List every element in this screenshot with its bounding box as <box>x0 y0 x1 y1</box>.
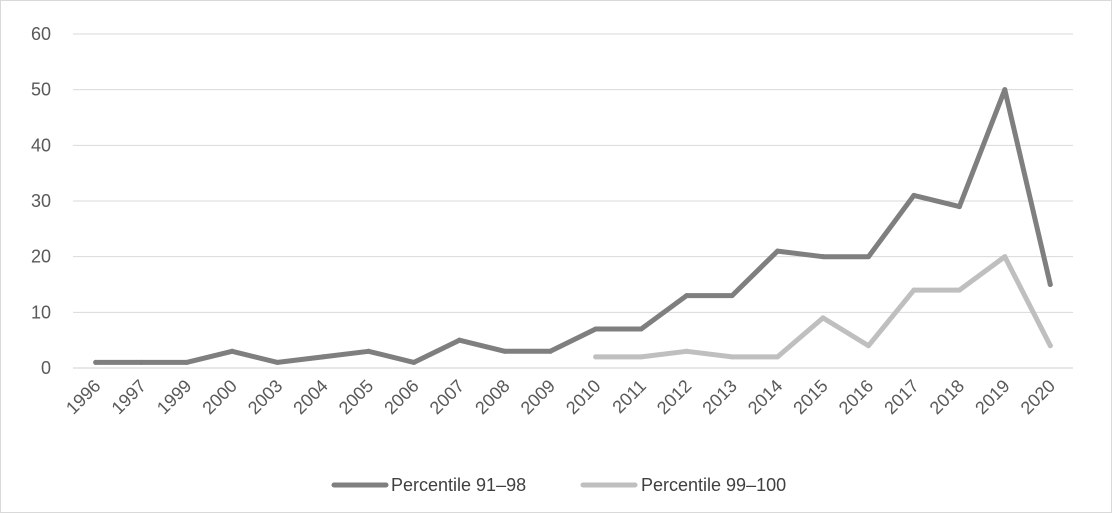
x-tick-label: 2003 <box>244 376 286 418</box>
data-point <box>593 326 599 332</box>
data-point <box>593 354 599 360</box>
x-tick-label: 1996 <box>62 376 104 418</box>
data-point <box>911 287 917 293</box>
data-point <box>956 287 962 293</box>
x-tick-label: 2012 <box>653 376 695 418</box>
series-line-1 <box>93 87 1053 365</box>
x-tick-label: 2014 <box>744 376 786 418</box>
data-point <box>320 354 326 360</box>
data-point <box>729 293 735 299</box>
gridlines <box>73 33 1073 369</box>
data-point <box>229 348 235 354</box>
x-tick-label: 2006 <box>380 376 422 418</box>
x-tick-label: 2011 <box>608 376 650 418</box>
data-point <box>911 192 917 198</box>
x-tick-label: 2007 <box>426 376 468 418</box>
data-point <box>411 359 417 365</box>
x-tick-label: 2013 <box>698 376 740 418</box>
data-point <box>547 348 553 354</box>
x-tick-label: 1997 <box>108 376 150 418</box>
y-tick-label: 60 <box>31 24 51 44</box>
series-line-2 <box>593 254 1053 360</box>
data-point <box>865 254 871 260</box>
y-axis-ticks: 0 10 20 30 40 50 60 <box>31 24 51 378</box>
x-tick-label: 2008 <box>471 376 513 418</box>
data-point <box>456 337 462 343</box>
y-tick-label: 10 <box>31 302 51 322</box>
data-point <box>275 359 281 365</box>
y-tick-label: 50 <box>31 80 51 100</box>
data-point <box>820 254 826 260</box>
legend-label-2: Percentile 99–100 <box>641 475 786 495</box>
x-tick-label: 2000 <box>198 376 240 418</box>
legend: Percentile 91–98 Percentile 99–100 <box>331 475 786 495</box>
x-tick-label: 2019 <box>971 376 1013 418</box>
data-point <box>729 354 735 360</box>
data-point <box>93 359 99 365</box>
x-tick-label: 2018 <box>926 376 968 418</box>
data-point <box>365 348 371 354</box>
data-point <box>820 315 826 321</box>
x-tick-label: 2020 <box>1017 376 1059 418</box>
x-tick-label: 2016 <box>835 376 877 418</box>
x-tick-label: 2015 <box>789 376 831 418</box>
y-tick-label: 20 <box>31 247 51 267</box>
x-tick-label: 2010 <box>562 376 604 418</box>
y-tick-label: 0 <box>41 358 51 378</box>
legend-label-1: Percentile 91–98 <box>391 475 526 495</box>
data-point <box>1047 282 1053 287</box>
data-point <box>775 354 781 360</box>
data-point <box>684 348 690 354</box>
x-tick-label: 1999 <box>153 376 195 418</box>
data-point <box>956 204 962 210</box>
data-point <box>1047 343 1053 349</box>
data-point <box>1002 87 1008 93</box>
data-point <box>184 359 190 365</box>
x-tick-label: 2005 <box>335 376 377 418</box>
y-tick-label: 30 <box>31 191 51 211</box>
data-point <box>638 354 644 360</box>
x-axis-ticks: 1996 1997 1999 2000 2003 2004 2005 2006 2007 2008… <box>62 376 1059 418</box>
series-lines <box>93 87 1053 365</box>
data-point <box>684 293 690 299</box>
data-point <box>1002 254 1008 260</box>
data-point <box>638 326 644 332</box>
x-tick-label: 2004 <box>289 376 331 418</box>
data-point <box>865 343 871 349</box>
y-tick-label: 40 <box>31 135 51 155</box>
data-point <box>775 248 781 254</box>
data-point <box>138 359 144 365</box>
data-point <box>502 348 508 354</box>
x-tick-label: 2009 <box>517 376 559 418</box>
x-tick-label: 2017 <box>880 376 922 418</box>
